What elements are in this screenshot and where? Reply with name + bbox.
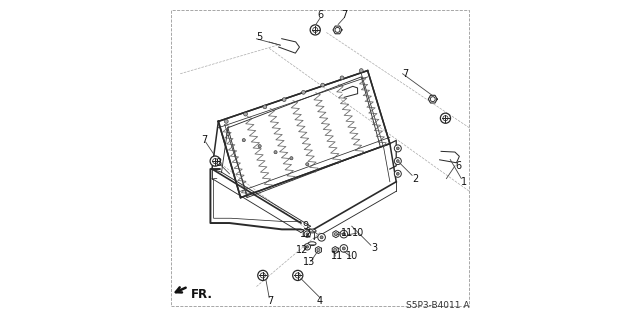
- Text: 10: 10: [352, 227, 364, 238]
- Ellipse shape: [308, 229, 316, 233]
- Circle shape: [340, 245, 348, 252]
- Ellipse shape: [308, 242, 316, 246]
- Circle shape: [263, 105, 267, 109]
- Text: FR.: FR.: [191, 288, 213, 301]
- Circle shape: [310, 25, 320, 35]
- Text: 11: 11: [332, 251, 344, 261]
- Circle shape: [394, 170, 401, 177]
- Polygon shape: [333, 231, 339, 238]
- Circle shape: [306, 163, 309, 166]
- Circle shape: [227, 132, 230, 136]
- Text: 5: 5: [257, 32, 263, 42]
- Circle shape: [360, 69, 363, 72]
- Text: 9: 9: [303, 221, 308, 231]
- Circle shape: [342, 247, 346, 250]
- Circle shape: [321, 83, 324, 87]
- Circle shape: [318, 234, 325, 241]
- Circle shape: [306, 233, 308, 235]
- Circle shape: [340, 230, 348, 238]
- Circle shape: [244, 112, 248, 116]
- Circle shape: [340, 76, 344, 80]
- Text: 12: 12: [296, 245, 308, 255]
- Polygon shape: [342, 86, 358, 97]
- Text: 3: 3: [371, 243, 377, 253]
- Circle shape: [306, 246, 308, 248]
- Polygon shape: [332, 247, 339, 254]
- Text: 7: 7: [403, 69, 409, 79]
- Text: 11: 11: [341, 227, 353, 238]
- Circle shape: [258, 145, 261, 148]
- Text: 6: 6: [455, 161, 461, 171]
- Circle shape: [334, 233, 337, 236]
- Circle shape: [292, 270, 303, 280]
- Circle shape: [396, 147, 399, 150]
- Circle shape: [290, 157, 293, 160]
- Text: 8: 8: [215, 158, 221, 168]
- Circle shape: [396, 172, 399, 175]
- Circle shape: [210, 156, 220, 166]
- Circle shape: [317, 249, 320, 252]
- Circle shape: [242, 138, 245, 142]
- Circle shape: [225, 120, 228, 123]
- Circle shape: [394, 145, 401, 152]
- Circle shape: [274, 151, 277, 154]
- Text: 2: 2: [412, 174, 419, 183]
- Circle shape: [333, 249, 337, 252]
- Text: 13: 13: [303, 257, 315, 267]
- Polygon shape: [333, 26, 342, 34]
- Text: 10: 10: [346, 251, 358, 261]
- Text: 7: 7: [201, 136, 207, 145]
- Circle shape: [301, 91, 305, 94]
- Circle shape: [342, 233, 346, 236]
- Text: 6: 6: [317, 10, 323, 20]
- Circle shape: [396, 160, 399, 162]
- Text: 7: 7: [268, 296, 274, 306]
- Text: 7: 7: [340, 10, 347, 20]
- Circle shape: [394, 158, 401, 165]
- Circle shape: [440, 113, 451, 123]
- Text: 12: 12: [300, 229, 312, 239]
- Text: 4: 4: [317, 296, 323, 306]
- Circle shape: [282, 98, 286, 101]
- Text: 1: 1: [461, 177, 468, 187]
- Circle shape: [304, 244, 310, 250]
- Text: S5P3-B4011 A: S5P3-B4011 A: [406, 301, 469, 310]
- Polygon shape: [316, 247, 321, 254]
- Polygon shape: [428, 95, 437, 103]
- Circle shape: [320, 236, 323, 239]
- Polygon shape: [278, 39, 300, 53]
- Circle shape: [304, 231, 310, 237]
- Polygon shape: [440, 151, 460, 163]
- Circle shape: [258, 270, 268, 280]
